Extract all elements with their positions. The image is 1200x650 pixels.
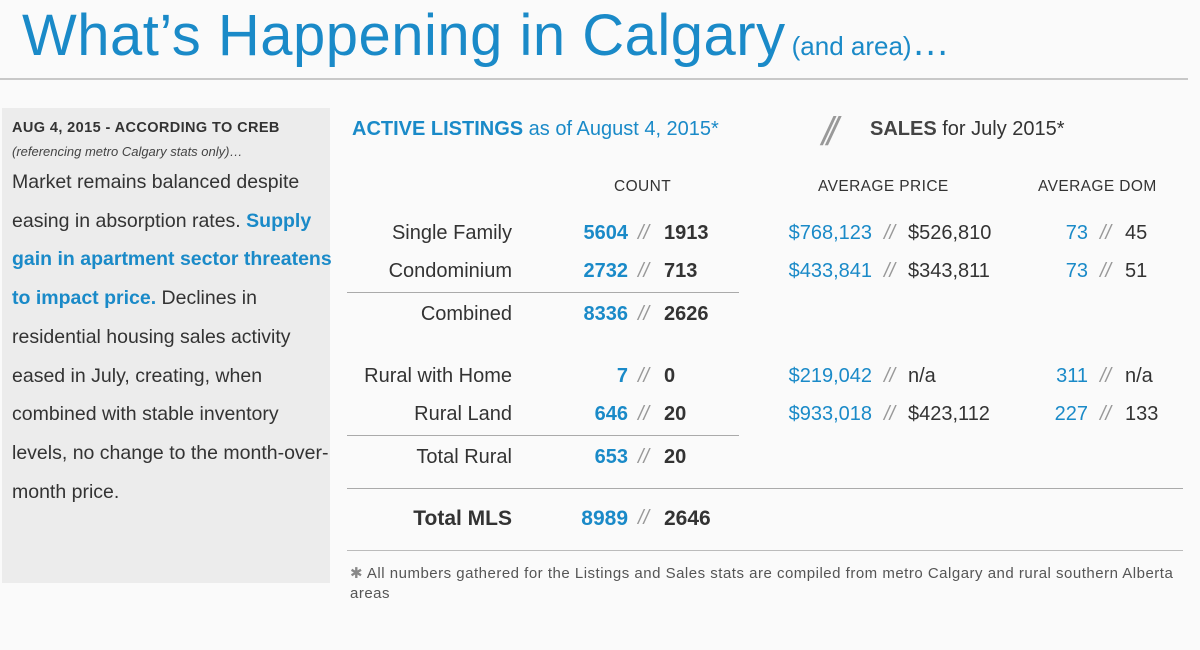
count-active: 2732 bbox=[583, 260, 629, 282]
title-divider bbox=[0, 78, 1188, 80]
count-active: 8989 bbox=[581, 507, 628, 530]
asterisk-icon: ✱ bbox=[350, 565, 364, 582]
count-active: 5604 bbox=[583, 222, 629, 244]
sidebar-reference: (referencing metro Calgary stats only)… bbox=[12, 144, 243, 159]
title-main: What’s Happening in Calgary bbox=[22, 3, 786, 68]
footnote: ✱ All numbers gathered for the Listings … bbox=[350, 564, 1190, 604]
sidebar-body-highlight: Supply gain in apartment sector threaten… bbox=[12, 209, 332, 310]
price-active: $768,123 bbox=[788, 222, 872, 244]
separator: // bbox=[638, 303, 650, 325]
count-sales: 713 bbox=[664, 260, 698, 282]
separator: // bbox=[638, 365, 650, 387]
page-title: What’s Happening in Calgary (and area)… bbox=[22, 2, 950, 74]
sidebar-date: AUG 4, 2015 - ACCORDING TO CREB bbox=[12, 120, 280, 136]
dom-active: 73 bbox=[1065, 260, 1088, 282]
price-sales: $343,811 bbox=[908, 260, 990, 282]
table-row-total-mls: Total MLS 8989 // 2646 bbox=[0, 507, 1200, 537]
count-sales: 1913 bbox=[664, 222, 709, 244]
count-active: 8336 bbox=[583, 303, 629, 325]
separator: // bbox=[638, 222, 650, 244]
rural-subtotal-divider bbox=[347, 435, 739, 436]
count-sales: 2626 bbox=[664, 303, 709, 325]
count-sales: 20 bbox=[664, 403, 687, 425]
row-label: Single Family bbox=[391, 222, 512, 244]
heading-sales-period: for July 2015* bbox=[936, 118, 1065, 140]
table-row-total-rural: Total Rural 653 // 20 bbox=[0, 446, 1200, 476]
title-ellipsis: … bbox=[911, 22, 950, 64]
sidebar-body-intro: Market remains balanced despite easing i… bbox=[12, 171, 300, 232]
table-row-condominium: Condominium 2732 // 713 $433,841 // $343… bbox=[0, 260, 1200, 290]
price-active: $933,018 bbox=[788, 403, 872, 425]
separator: // bbox=[884, 260, 896, 282]
footnote-divider bbox=[347, 550, 1183, 551]
count-sales: 20 bbox=[664, 446, 687, 468]
title-sub: (and area) bbox=[791, 31, 912, 61]
row-label: Rural with Home bbox=[364, 365, 512, 387]
dom-sales: n/a bbox=[1125, 365, 1153, 387]
count-sales: 2646 bbox=[664, 507, 711, 530]
column-header-count: COUNT bbox=[614, 178, 672, 195]
subtotal-divider bbox=[347, 292, 739, 293]
heading-sales: SALES bbox=[870, 118, 937, 140]
heading-separator: // bbox=[822, 110, 838, 154]
price-sales: $423,112 bbox=[908, 403, 990, 425]
separator: // bbox=[884, 403, 896, 425]
column-header-average-dom: AVERAGE DOM bbox=[1038, 178, 1157, 195]
sidebar-body-rest: Declines in residential housing sales ac… bbox=[12, 287, 329, 503]
dom-sales: 133 bbox=[1125, 403, 1159, 425]
row-label: Combined bbox=[420, 303, 512, 325]
separator: // bbox=[1100, 403, 1112, 425]
separator: // bbox=[1100, 260, 1112, 282]
separator: // bbox=[884, 222, 896, 244]
count-active: 7 bbox=[616, 365, 628, 387]
row-label: Total MLS bbox=[413, 507, 512, 530]
heading-active-listings: ACTIVE LISTINGS bbox=[352, 118, 524, 140]
sidebar-body: Market remains balanced despite easing i… bbox=[12, 163, 332, 511]
row-label: Rural Land bbox=[414, 403, 512, 425]
separator: // bbox=[638, 446, 650, 468]
sidebar-summary: AUG 4, 2015 - ACCORDING TO CREB (referen… bbox=[2, 108, 332, 583]
dom-active: 73 bbox=[1065, 222, 1088, 244]
price-active: $219,042 bbox=[788, 365, 872, 387]
price-active: $433,841 bbox=[788, 260, 872, 282]
price-sales: n/a bbox=[908, 365, 936, 387]
separator: // bbox=[638, 260, 650, 282]
table-row-rural-land: Rural Land 646 // 20 $933,018 // $423,11… bbox=[0, 403, 1200, 433]
count-active: 653 bbox=[594, 446, 628, 468]
dom-active: 311 bbox=[1056, 365, 1088, 387]
column-header-average-price: AVERAGE PRICE bbox=[818, 178, 949, 195]
row-label: Condominium bbox=[388, 260, 512, 282]
separator: // bbox=[638, 403, 650, 425]
dom-sales: 45 bbox=[1125, 222, 1148, 244]
footnote-text: All numbers gathered for the Listings an… bbox=[350, 565, 1174, 602]
separator: // bbox=[638, 507, 650, 529]
row-label: Total Rural bbox=[416, 446, 512, 468]
count-active: 646 bbox=[594, 403, 628, 425]
total-divider bbox=[347, 488, 1183, 489]
dom-active: 227 bbox=[1054, 403, 1088, 425]
table-row-single-family: Single Family 5604 // 1913 $768,123 // $… bbox=[0, 222, 1200, 252]
table-row-combined: Combined 8336 // 2626 bbox=[0, 303, 1200, 333]
dom-sales: 51 bbox=[1125, 260, 1148, 282]
table-heading: ACTIVE LISTINGS as of August 4, 2015* //… bbox=[352, 110, 1065, 154]
separator: // bbox=[1100, 365, 1112, 387]
table-row-rural-with-home: Rural with Home 7 // 0 $219,042 // n/a 3… bbox=[0, 365, 1200, 395]
separator: // bbox=[884, 365, 896, 387]
count-sales: 0 bbox=[664, 365, 676, 387]
separator: // bbox=[1100, 222, 1112, 244]
heading-active-date: as of August 4, 2015* bbox=[523, 118, 719, 140]
price-sales: $526,810 bbox=[908, 222, 992, 244]
